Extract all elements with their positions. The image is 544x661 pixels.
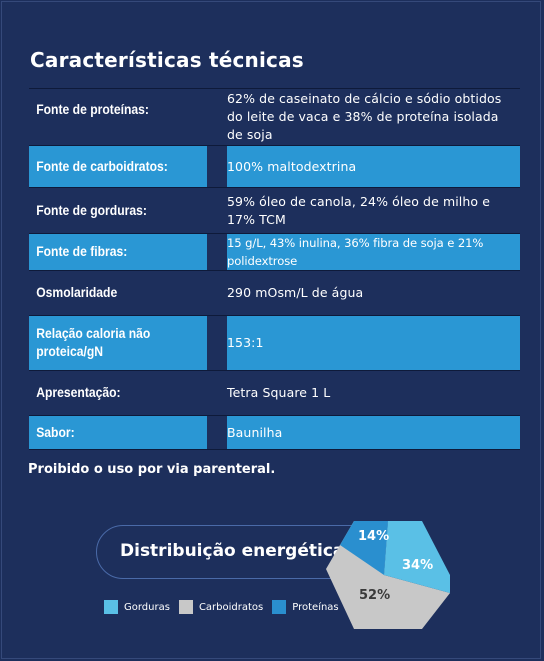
- spec-label: Sabor:: [29, 415, 208, 450]
- spec-label: Fonte de proteínas:: [29, 88, 208, 146]
- slice-label-carboidratos: 52%: [359, 588, 390, 603]
- spec-value: Baunilha: [227, 415, 520, 450]
- spec-label: Osmolaridade: [29, 270, 208, 316]
- spec-row-calorie-ratio: Relação caloria não proteica/gN 153:1: [29, 315, 520, 371]
- spec-value: 15 g/L, 43% inulina, 36% fibra de soja e…: [227, 233, 520, 271]
- spec-value: 290 mOsm/L de água: [227, 270, 520, 316]
- energy-hexagon-chart: 14% 34% 52%: [326, 521, 450, 629]
- energy-legend: Gorduras Carboidratos Proteínas: [104, 600, 348, 614]
- spec-label: Apresentação:: [29, 370, 208, 416]
- spec-value: 62% de caseinato de cálcio e sódio obtid…: [227, 88, 520, 146]
- spec-row-fibers: Fonte de fibras: 15 g/L, 43% inulina, 36…: [29, 233, 520, 271]
- energy-heading: Distribuição energética: [120, 541, 345, 561]
- spec-row-fats: Fonte de gorduras: 59% óleo de canola, 2…: [29, 187, 520, 234]
- legend-item-fats: Gorduras: [104, 600, 170, 614]
- spec-row-flavor: Sabor: Baunilha: [29, 415, 520, 450]
- spec-value: Tetra Square 1 L: [227, 370, 520, 416]
- parenteral-warning: Proibido o uso por via parenteral.: [28, 462, 276, 477]
- spec-label: Fonte de gorduras:: [29, 187, 208, 234]
- spec-label: Fonte de fibras:: [29, 233, 208, 271]
- spec-row-carbs: Fonte de carboidratos: 100% maltodextrin…: [29, 145, 520, 188]
- slice-label-gorduras: 34%: [402, 558, 433, 573]
- spec-label: Relação caloria não proteica/gN: [29, 315, 208, 371]
- legend-item-carbs: Carboidratos: [178, 600, 264, 614]
- slice-label-proteinas: 14%: [358, 529, 389, 544]
- legend-label: Carboidratos: [198, 601, 264, 613]
- legend-label: Gorduras: [124, 601, 170, 613]
- spec-value: 100% maltodextrina: [227, 145, 520, 188]
- page-title: Características técnicas: [30, 48, 304, 72]
- spec-row-osmolarity: Osmolaridade 290 mOsm/L de água: [29, 270, 520, 316]
- slice-gorduras: [384, 521, 450, 593]
- spec-label: Fonte de carboidratos:: [29, 145, 208, 188]
- spec-value: 59% óleo de canola, 24% óleo de milho e …: [227, 187, 520, 234]
- legend-item-proteins: Proteínas: [272, 600, 339, 614]
- legend-swatch: [104, 600, 118, 614]
- slice-proteinas: [340, 521, 388, 575]
- spec-row-proteins: Fonte de proteínas: 62% de caseinato de …: [29, 88, 520, 146]
- legend-label: Proteínas: [292, 601, 339, 613]
- legend-swatch: [178, 600, 193, 614]
- spec-row-presentation: Apresentação: Tetra Square 1 L: [29, 370, 520, 416]
- specs-table: Fonte de proteínas: 62% de caseinato de …: [29, 88, 520, 450]
- legend-swatch: [272, 600, 287, 614]
- spec-value: 153:1: [227, 315, 520, 371]
